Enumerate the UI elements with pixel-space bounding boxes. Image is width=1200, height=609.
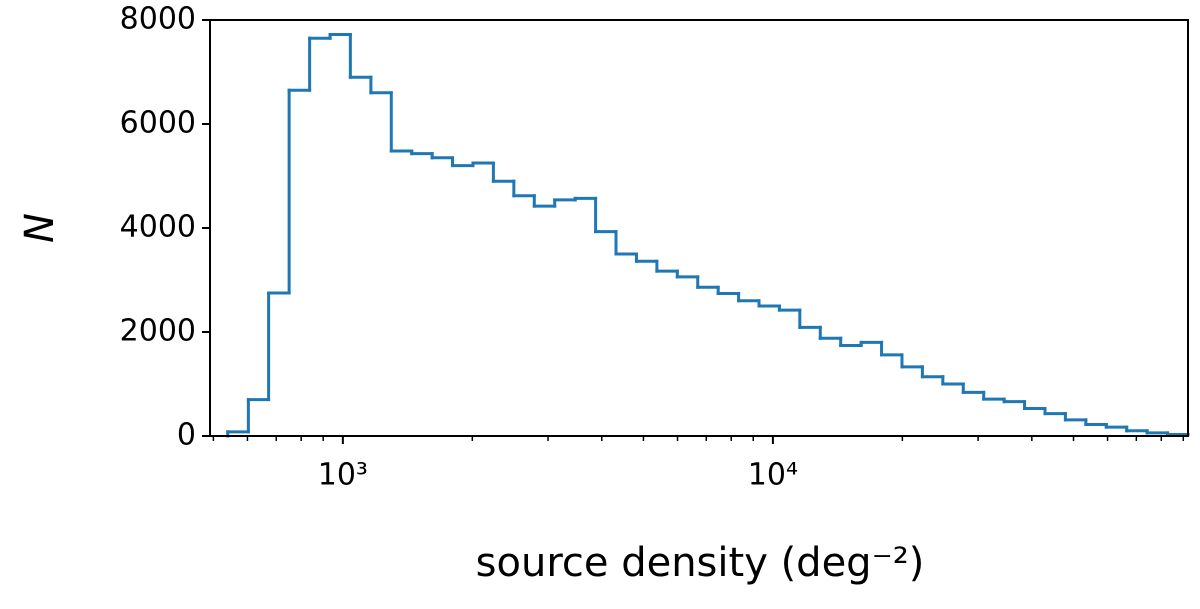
x-tick-label: 10⁴ (748, 458, 798, 493)
x-axis-label: source density (deg⁻²) (476, 540, 925, 586)
y-tick-label: 8000 (120, 2, 196, 37)
y-tick-label: 4000 (120, 210, 196, 245)
x-tick-label: 10³ (318, 458, 368, 493)
y-tick-label: 2000 (120, 314, 196, 349)
y-tick-label: 6000 (120, 106, 196, 141)
y-axis-label: N (17, 213, 63, 243)
y-tick-label: 0 (177, 418, 196, 453)
plot-frame (209, 19, 1189, 437)
